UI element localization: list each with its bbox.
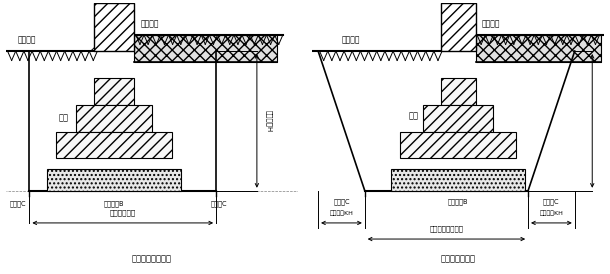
Bar bbox=[47, 169, 181, 191]
Bar bbox=[134, 35, 278, 62]
Text: 室外地坪: 室外地坪 bbox=[342, 35, 360, 44]
Bar bbox=[76, 105, 152, 132]
Text: 基础宽度B: 基础宽度B bbox=[104, 200, 124, 207]
Text: 基础宽度B: 基础宽度B bbox=[448, 199, 468, 206]
Text: 放坡宽度KH: 放坡宽度KH bbox=[329, 211, 353, 216]
Text: 工作面C: 工作面C bbox=[543, 199, 560, 206]
Bar bbox=[400, 132, 517, 158]
Bar bbox=[93, 3, 134, 51]
Bar bbox=[93, 78, 134, 105]
Text: 放坡宽度KH: 放坡宽度KH bbox=[539, 211, 564, 216]
Text: 放坡的基槽断面: 放坡的基槽断面 bbox=[440, 254, 476, 263]
Bar bbox=[391, 169, 525, 191]
Text: 基槽基底开挖宽度: 基槽基底开挖宽度 bbox=[429, 226, 464, 232]
Text: 开挖深度H: 开挖深度H bbox=[265, 110, 272, 132]
Bar bbox=[56, 132, 172, 158]
Text: 基槽开挖宽度: 基槽开挖宽度 bbox=[110, 210, 136, 216]
Text: 工作面C: 工作面C bbox=[211, 200, 228, 207]
Bar bbox=[440, 3, 476, 51]
Text: 基础: 基础 bbox=[409, 111, 418, 120]
Text: 不放坡的基槽断面: 不放坡的基槽断面 bbox=[132, 254, 172, 263]
Text: 基础: 基础 bbox=[59, 114, 68, 123]
Text: 室内地坪: 室内地坪 bbox=[140, 19, 159, 28]
Bar bbox=[423, 105, 493, 132]
Text: 工作面C: 工作面C bbox=[9, 200, 26, 207]
Text: 工作面C: 工作面C bbox=[333, 199, 350, 206]
Bar bbox=[440, 78, 476, 105]
Text: 室外地坪: 室外地坪 bbox=[18, 35, 36, 44]
Text: 室内地坪: 室内地坪 bbox=[481, 19, 500, 28]
Bar bbox=[476, 35, 601, 62]
